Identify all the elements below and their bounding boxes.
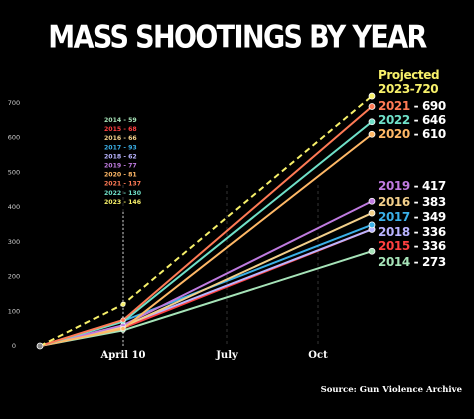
end-point-2023 bbox=[368, 92, 376, 100]
april10-value-label: 2014 - 59 bbox=[104, 117, 137, 124]
april10-value-label: 2020 - 81 bbox=[104, 172, 137, 179]
x-tick-label: July bbox=[215, 350, 239, 361]
y-tick-label: 700 bbox=[8, 99, 20, 107]
end-point-2014 bbox=[368, 247, 376, 255]
end-point-2017 bbox=[368, 221, 376, 229]
series-line-2018 bbox=[39, 228, 373, 347]
end-label-2022: 2022 - 646 bbox=[378, 113, 446, 127]
chart-title: MASS SHOOTINGS BY YEAR bbox=[48, 19, 427, 56]
source-note: Source: Gun Violence Archive bbox=[321, 385, 463, 395]
series-line-2020 bbox=[39, 133, 373, 347]
series-line-2015 bbox=[39, 228, 373, 347]
y-tick-label: 0 bbox=[12, 342, 16, 350]
end-label-2017: 2017 - 349 bbox=[378, 210, 446, 224]
x-tick-label: Oct bbox=[308, 350, 328, 361]
start-point bbox=[36, 342, 44, 350]
end-point-2022 bbox=[368, 118, 376, 126]
end-label-2018: 2018 - 336 bbox=[378, 225, 446, 239]
y-tick-label: 300 bbox=[8, 238, 20, 246]
projected-label: Projected bbox=[378, 68, 439, 82]
y-tick-label: 600 bbox=[8, 134, 20, 142]
end-point-2016 bbox=[368, 209, 376, 217]
y-tick-label: 100 bbox=[8, 307, 20, 315]
april10-point-2023 bbox=[120, 301, 126, 307]
april10-value-label: 2016 - 66 bbox=[104, 135, 137, 142]
series-line-2023 bbox=[39, 95, 373, 347]
april10-value-label: 2015 - 68 bbox=[104, 126, 137, 133]
y-tick-label: 400 bbox=[8, 203, 20, 211]
april10-value-label: 2022 - 130 bbox=[104, 190, 142, 197]
end-label-2023: 2023-720 bbox=[378, 82, 438, 96]
april10-value-label: 2019 - 77 bbox=[104, 163, 137, 170]
april10-value-label: 2017 - 93 bbox=[104, 144, 137, 151]
end-point-2020 bbox=[368, 130, 376, 138]
end-label-2021: 2021 - 690 bbox=[378, 99, 446, 113]
x-tick-label: April 10 bbox=[99, 350, 145, 361]
end-label-2019: 2019 - 417 bbox=[378, 179, 446, 193]
y-tick-label: 200 bbox=[8, 273, 20, 281]
april10-value-label: 2018 - 62 bbox=[104, 153, 137, 160]
series-line-2019 bbox=[39, 200, 373, 347]
april10-value-label: 2021 - 137 bbox=[104, 181, 141, 188]
series-line-2017 bbox=[39, 223, 373, 347]
end-point-2019 bbox=[368, 197, 376, 205]
end-label-2014: 2014 - 273 bbox=[378, 255, 446, 269]
end-point-2021 bbox=[368, 103, 376, 110]
y-tick-label: 500 bbox=[8, 168, 20, 176]
end-label-2020: 2020 - 610 bbox=[378, 127, 446, 141]
april10-point-2021 bbox=[120, 317, 126, 323]
april10-point-2020 bbox=[120, 326, 126, 332]
end-label-2016: 2016 - 383 bbox=[378, 195, 446, 209]
end-label-2015: 2015 - 336 bbox=[378, 239, 446, 253]
april10-value-label: 2023 - 146 bbox=[104, 199, 141, 206]
series-line-2016 bbox=[39, 212, 373, 347]
